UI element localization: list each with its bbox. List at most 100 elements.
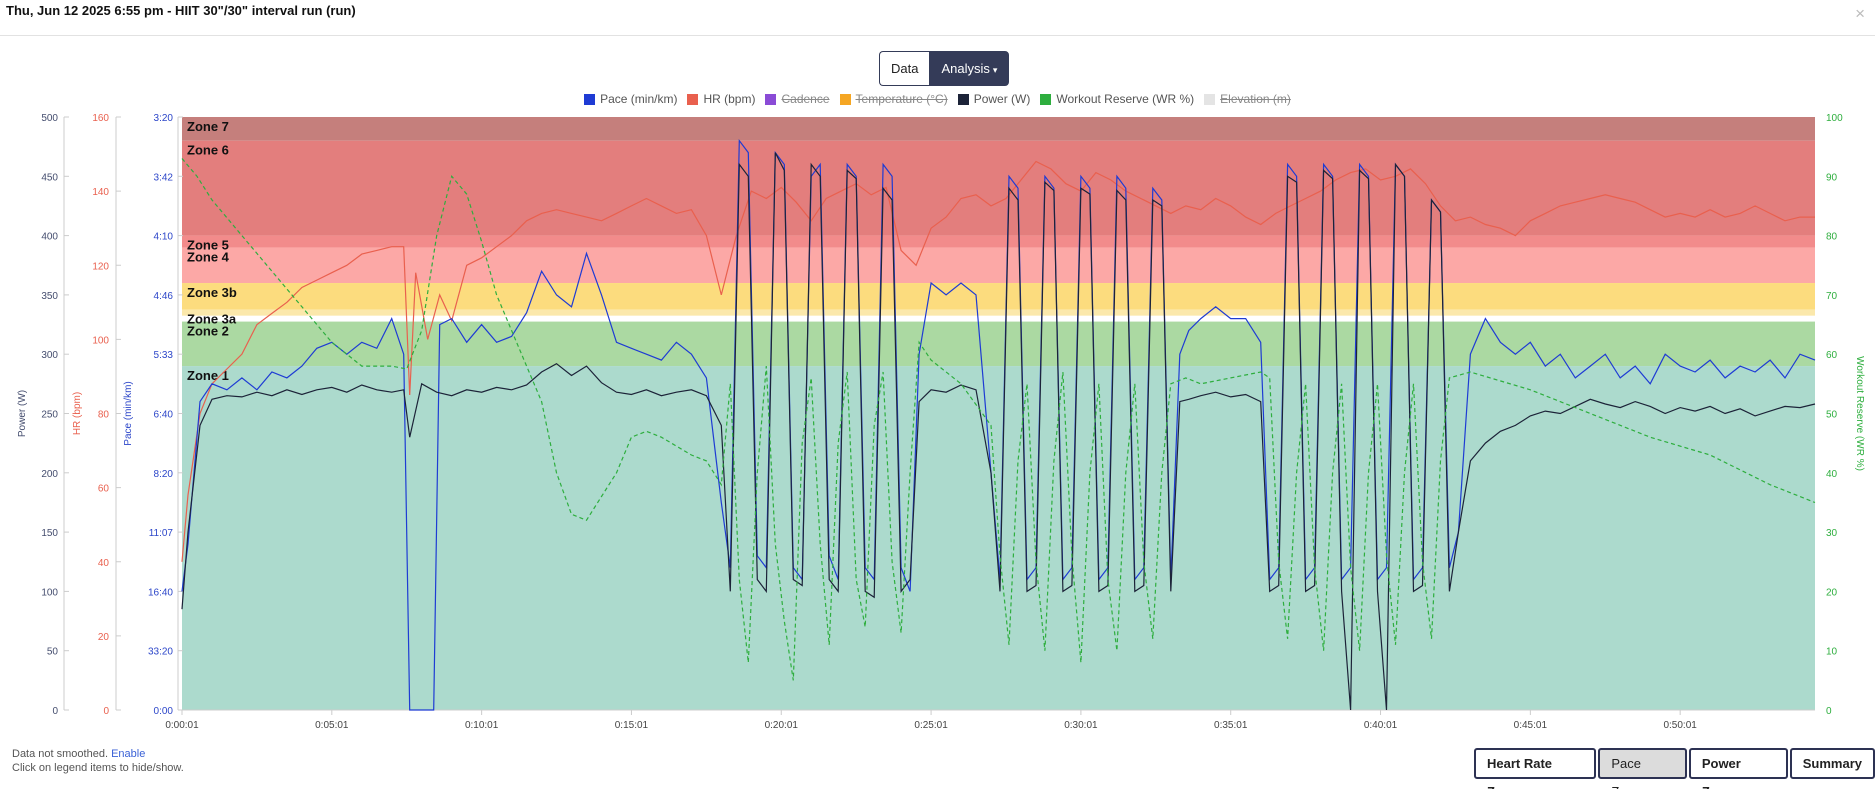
pace-tick: 3:20 xyxy=(154,113,174,124)
legend-swatch xyxy=(687,93,699,105)
zone-band-2 xyxy=(182,235,1815,248)
legend-label: Cadence xyxy=(781,92,830,106)
zone-label-1: Zone 6 xyxy=(187,143,229,158)
zone-band-1 xyxy=(182,140,1815,236)
title-bar: Thu, Jun 12 2025 6:55 pm - HIIT 30"/30" … xyxy=(0,0,1875,36)
zone-band-3 xyxy=(182,247,1815,284)
data-view-button[interactable]: Data xyxy=(879,51,930,86)
x-tick-label: 0:05:01 xyxy=(315,720,349,731)
x-tick-label: 0:35:01 xyxy=(1214,720,1248,731)
legend-item-1[interactable]: HR (bpm) xyxy=(687,92,755,106)
x-tick-label: 0:00:01 xyxy=(165,720,199,731)
zone-label-6: Zone 2 xyxy=(187,324,229,339)
power-tick: 250 xyxy=(41,410,58,421)
power-tick: 350 xyxy=(41,291,58,302)
wr-tick: 30 xyxy=(1826,528,1838,539)
series-line-wr xyxy=(181,158,1816,681)
power-tick: 300 xyxy=(41,350,58,361)
zone-label-5: Zone 3a xyxy=(187,312,237,327)
zone-label-0: Zone 7 xyxy=(187,119,229,134)
x-tick-label: 0:45:01 xyxy=(1514,720,1548,731)
x-tick-label: 0:30:01 xyxy=(1064,720,1098,731)
legend-label: Pace (min/km) xyxy=(600,92,678,106)
power-tick: 150 xyxy=(41,528,58,539)
legend-hint: Click on legend items to hide/show. xyxy=(12,762,184,774)
pace-tick: 11:07 xyxy=(149,528,174,539)
legend-label: Elevation (m) xyxy=(1220,92,1291,106)
zone-label-2: Zone 5 xyxy=(187,238,229,253)
wr-tick: 100 xyxy=(1826,113,1843,124)
pace-tick: 4:46 xyxy=(154,291,174,302)
x-tick-label: 0:50:01 xyxy=(1663,720,1697,731)
legend-item-6[interactable]: Elevation (m) xyxy=(1204,92,1291,106)
footer-notes: Data not smoothed. Enable Click on legen… xyxy=(12,747,184,775)
wr-tick: 20 xyxy=(1826,587,1838,598)
zone-label-7: Zone 1 xyxy=(187,368,229,383)
legend-item-2[interactable]: Cadence xyxy=(765,92,830,106)
legend-item-5[interactable]: Workout Reserve (WR %) xyxy=(1040,92,1194,106)
x-tick-label: 0:25:01 xyxy=(914,720,948,731)
legend-swatch xyxy=(1040,93,1052,105)
power-tick: 50 xyxy=(47,647,59,658)
hr-tick: 80 xyxy=(98,410,110,421)
zone-button-power-zones[interactable]: Power Zones xyxy=(1688,748,1788,789)
zone-band-0 xyxy=(182,117,1815,141)
legend-label: HR (bpm) xyxy=(703,92,756,106)
wr-tick: 50 xyxy=(1826,410,1838,421)
hr-tick: 140 xyxy=(92,187,109,198)
zone-button-summary[interactable]: Summary xyxy=(1789,748,1875,779)
view-toggle: Data Analysis ▾ xyxy=(879,51,1010,86)
window-title: Thu, Jun 12 2025 6:55 pm - HIIT 30"/30" … xyxy=(6,3,356,18)
legend-swatch xyxy=(839,93,851,105)
wr-tick: 90 xyxy=(1826,172,1838,183)
legend-swatch xyxy=(1204,93,1216,105)
hr-tick: 0 xyxy=(103,706,109,717)
zone-label-3: Zone 4 xyxy=(187,249,230,264)
wr-tick: 0 xyxy=(1826,706,1832,717)
enable-smoothing-link[interactable]: Enable xyxy=(111,748,146,760)
power-tick: 100 xyxy=(41,587,58,598)
wr-axis-title: Workout Reserve (WR %) xyxy=(1854,356,1865,471)
pace-tick: 16:40 xyxy=(148,587,173,598)
hr-tick: 100 xyxy=(92,335,109,346)
wr-tick: 40 xyxy=(1826,469,1838,480)
hr-axis-title: HR (bpm) xyxy=(72,392,83,435)
hr-tick: 120 xyxy=(92,261,109,272)
pace-tick: 33:20 xyxy=(148,647,173,658)
zone-band-4 xyxy=(182,283,1815,310)
power-axis-title: Power (W) xyxy=(17,390,28,437)
pace-tick: 4:10 xyxy=(154,232,174,243)
x-tick-label: 0:10:01 xyxy=(465,720,499,731)
pace-axis-title: Pace (min/km) xyxy=(123,381,134,445)
legend-swatch xyxy=(957,93,969,105)
zone-buttons: Heart Rate ZonesPace ZonesPower ZonesSum… xyxy=(1474,748,1875,789)
legend-item-0[interactable]: Pace (min/km) xyxy=(584,92,677,106)
smoothing-status: Data not smoothed. xyxy=(12,748,109,760)
hr-tick: 60 xyxy=(98,484,110,495)
legend-item-4[interactable]: Power (W) xyxy=(957,92,1030,106)
wr-tick: 60 xyxy=(1826,350,1838,361)
pace-tick: 8:20 xyxy=(154,469,174,480)
zone-button-pace-zones[interactable]: Pace Zones xyxy=(1598,748,1687,789)
analysis-label: Analysis xyxy=(941,61,990,76)
power-tick: 450 xyxy=(41,172,58,183)
analysis-view-button[interactable]: Analysis ▾ xyxy=(929,51,1010,86)
pace-tick: 6:40 xyxy=(154,410,174,421)
legend-swatch xyxy=(765,93,777,105)
pace-tick: 5:33 xyxy=(154,350,174,361)
power-tick: 0 xyxy=(52,706,58,717)
power-tick: 400 xyxy=(41,232,58,243)
zone-button-heart-rate-zones[interactable]: Heart Rate Zones xyxy=(1474,748,1597,789)
pace-tick: 3:42 xyxy=(154,172,174,183)
power-tick: 200 xyxy=(41,469,58,480)
close-icon[interactable]: × xyxy=(1855,4,1865,23)
wr-tick: 80 xyxy=(1826,232,1838,243)
x-tick-label: 0:20:01 xyxy=(765,720,799,731)
x-tick-label: 0:15:01 xyxy=(615,720,649,731)
chart-legend: Pace (min/km) HR (bpm) Cadence Temperature … xyxy=(0,92,1875,106)
legend-item-3[interactable]: Temperature (°C) xyxy=(839,92,948,106)
wr-tick: 70 xyxy=(1826,291,1838,302)
chevron-down-icon: ▾ xyxy=(992,65,998,75)
zone-band-6 xyxy=(182,321,1815,367)
wr-tick: 10 xyxy=(1826,647,1838,658)
